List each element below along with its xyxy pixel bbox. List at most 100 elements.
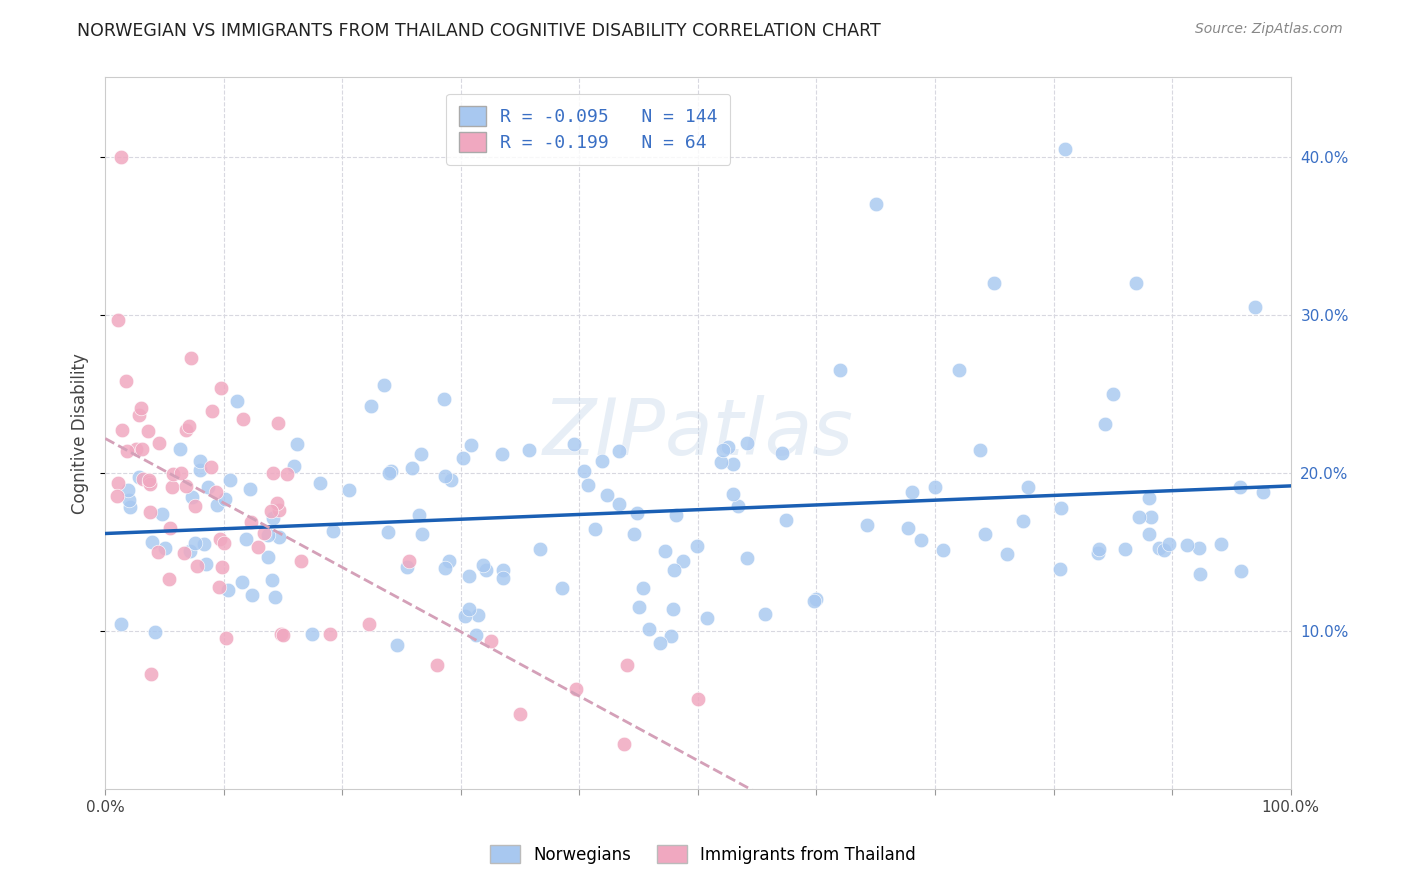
Point xyxy=(661,602,683,616)
Point xyxy=(107,476,129,491)
Point xyxy=(995,547,1018,561)
Point xyxy=(686,539,709,553)
Point xyxy=(205,485,228,500)
Point xyxy=(932,543,955,558)
Point xyxy=(1229,480,1251,494)
Point xyxy=(1188,567,1211,582)
Point xyxy=(804,591,827,606)
Point xyxy=(118,493,141,508)
Point xyxy=(176,479,198,493)
Point xyxy=(458,601,481,615)
Point xyxy=(491,447,513,461)
Point xyxy=(257,549,280,564)
Point xyxy=(775,513,797,527)
Point xyxy=(262,467,284,481)
Point xyxy=(1017,480,1039,494)
Point xyxy=(160,480,183,494)
Point xyxy=(240,588,263,602)
Point xyxy=(107,313,129,327)
Point xyxy=(479,634,502,648)
Point xyxy=(226,393,249,408)
Point xyxy=(215,631,238,645)
Point xyxy=(910,533,932,547)
Point xyxy=(1251,484,1274,499)
Point xyxy=(948,363,970,377)
Y-axis label: Cognitive Disability: Cognitive Disability xyxy=(72,353,89,514)
Point xyxy=(139,477,162,491)
Point xyxy=(721,487,744,501)
Point xyxy=(180,351,202,365)
Point xyxy=(214,491,236,506)
Point xyxy=(572,463,595,477)
Point xyxy=(607,444,630,458)
Text: NORWEGIAN VS IMMIGRANTS FROM THAILAND COGNITIVE DISABILITY CORRELATION CHART: NORWEGIAN VS IMMIGRANTS FROM THAILAND CO… xyxy=(77,22,882,40)
Point xyxy=(901,484,924,499)
Point xyxy=(263,590,285,604)
Point xyxy=(266,496,288,510)
Point xyxy=(150,507,173,521)
Point xyxy=(1011,514,1033,528)
Point xyxy=(183,535,205,549)
Point xyxy=(270,627,292,641)
Legend: Norwegians, Immigrants from Thailand: Norwegians, Immigrants from Thailand xyxy=(484,838,922,871)
Point xyxy=(1054,142,1077,156)
Point xyxy=(148,436,170,450)
Point xyxy=(662,563,685,577)
Point xyxy=(1140,509,1163,524)
Point xyxy=(377,524,399,539)
Point xyxy=(184,499,207,513)
Point xyxy=(717,440,740,454)
Point xyxy=(517,442,540,457)
Point xyxy=(451,450,474,465)
Point xyxy=(115,444,138,458)
Point xyxy=(865,197,887,211)
Point xyxy=(373,377,395,392)
Point xyxy=(110,149,132,163)
Point xyxy=(143,625,166,640)
Point xyxy=(727,499,749,513)
Point xyxy=(200,460,222,475)
Point xyxy=(301,627,323,641)
Point xyxy=(1101,386,1123,401)
Text: Source: ZipAtlas.com: Source: ZipAtlas.com xyxy=(1195,22,1343,37)
Point xyxy=(551,581,574,595)
Point xyxy=(1209,537,1232,551)
Point xyxy=(125,442,148,457)
Point xyxy=(269,530,291,544)
Point xyxy=(240,515,263,529)
Legend: R = -0.095   N = 144, R = -0.199   N = 64: R = -0.095 N = 144, R = -0.199 N = 64 xyxy=(446,94,731,165)
Point xyxy=(434,561,457,575)
Point xyxy=(138,505,160,519)
Point xyxy=(654,543,676,558)
Point xyxy=(713,443,735,458)
Point xyxy=(129,401,152,415)
Point xyxy=(214,536,236,550)
Point xyxy=(153,541,176,556)
Point xyxy=(969,443,991,458)
Point xyxy=(613,737,636,751)
Point xyxy=(723,457,745,471)
Point xyxy=(1087,546,1109,560)
Point xyxy=(401,460,423,475)
Point xyxy=(197,480,219,494)
Point xyxy=(686,692,709,706)
Point xyxy=(1157,537,1180,551)
Point xyxy=(467,607,489,622)
Point xyxy=(583,522,606,536)
Point xyxy=(457,569,479,583)
Point xyxy=(1137,527,1160,541)
Point xyxy=(591,453,613,467)
Point xyxy=(492,563,515,577)
Point xyxy=(1094,417,1116,432)
Point xyxy=(131,442,153,456)
Point xyxy=(239,482,262,496)
Point xyxy=(803,593,825,607)
Point xyxy=(173,545,195,559)
Point xyxy=(1088,541,1111,556)
Point xyxy=(169,466,191,480)
Point xyxy=(770,446,793,460)
Point xyxy=(1147,541,1170,555)
Point xyxy=(188,463,211,477)
Point xyxy=(359,617,381,632)
Point xyxy=(395,559,418,574)
